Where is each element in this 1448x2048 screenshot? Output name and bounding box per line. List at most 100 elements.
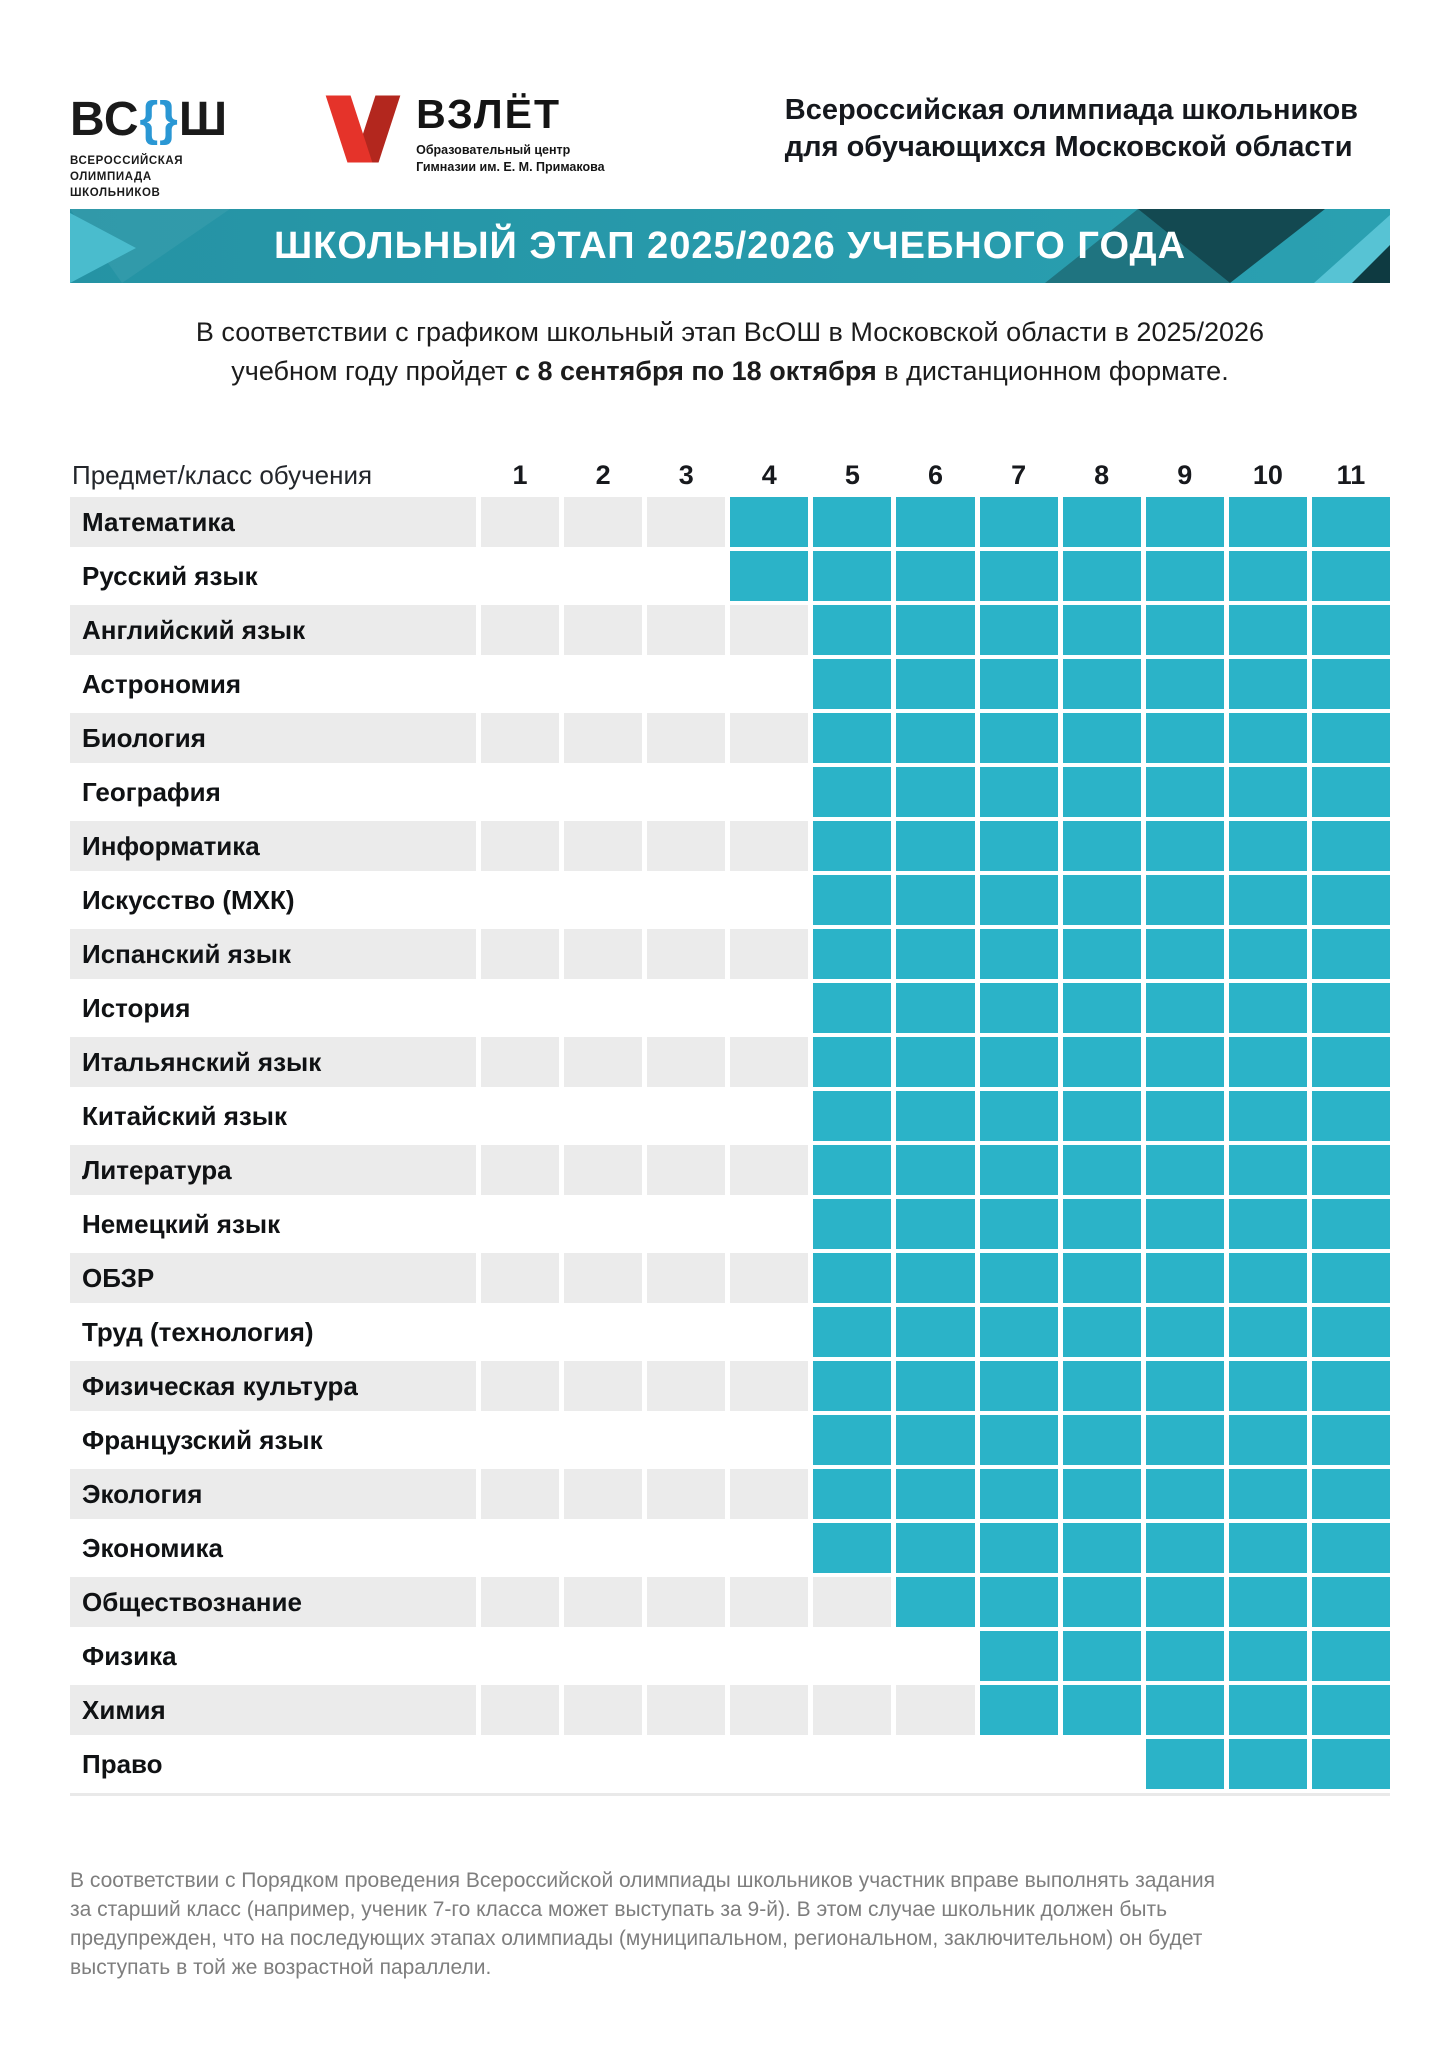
footnote-paragraph: В соответствии с Порядком проведения Все… bbox=[70, 1869, 1216, 1979]
intro-line-1: В соответствии с графиком школьный этап … bbox=[195, 317, 1265, 347]
table-row: Литература bbox=[70, 1145, 1390, 1195]
grade-cell-active bbox=[896, 1577, 975, 1627]
subject-label: Астрономия bbox=[82, 668, 242, 699]
grade-cell-empty bbox=[647, 1145, 726, 1195]
grade-cell-empty bbox=[730, 659, 808, 709]
grade-cell-active bbox=[1228, 551, 1307, 601]
grade-cell-empty bbox=[647, 1091, 725, 1141]
grade-cell-empty bbox=[647, 767, 725, 817]
subject-label: Труд (технология) bbox=[82, 1316, 314, 1347]
grade-cell-active bbox=[1145, 605, 1224, 655]
grade-cell-active bbox=[1311, 1523, 1390, 1573]
grade-cell-active bbox=[1145, 1523, 1224, 1573]
grade-cell-active bbox=[1228, 1631, 1307, 1681]
grade-cell-active bbox=[1311, 605, 1390, 655]
subject-label: Испанский язык bbox=[70, 929, 476, 979]
subject-label: Обществознание bbox=[70, 1577, 476, 1627]
grade-cell-active bbox=[730, 497, 809, 547]
grade-cell-active bbox=[896, 929, 975, 979]
stage-banner-title: ШКОЛЬНЫЙ ЭТАП 2025/2026 УЧЕБНОГО ГОДА bbox=[273, 224, 1187, 267]
grade-cell-active bbox=[979, 1577, 1058, 1627]
grade-cell-empty bbox=[730, 1523, 808, 1573]
grade-cell-active bbox=[1062, 659, 1141, 709]
table-row: Информатика bbox=[70, 821, 1390, 871]
grade-cell-empty bbox=[481, 1145, 560, 1195]
grade-cell-empty bbox=[481, 605, 560, 655]
grade-cell-empty bbox=[481, 1253, 560, 1303]
intro-paragraph: В соответствии с графиком школьный этап … bbox=[70, 313, 1390, 391]
grade-cell-empty bbox=[896, 1685, 975, 1735]
schedule-table: Предмет/класс обучения 1 2 3 4 5 6 7 8 9 10 11 Мат… bbox=[70, 453, 1390, 1796]
grade-cell-active bbox=[813, 1361, 892, 1411]
grade-cell-active bbox=[896, 605, 975, 655]
table-row: История bbox=[70, 983, 1390, 1033]
grade-cell-active bbox=[979, 1145, 1058, 1195]
grade-cell-active bbox=[1062, 1415, 1141, 1465]
table-row: Физическая культура bbox=[70, 1361, 1390, 1411]
grade-cell-active bbox=[813, 713, 892, 763]
table-row: Астрономия bbox=[70, 659, 1390, 709]
grade-cell-active bbox=[1311, 1577, 1390, 1627]
grade-cell-active bbox=[1228, 1145, 1307, 1195]
grade-cell-active bbox=[1311, 1685, 1390, 1735]
subject-label: Итальянский язык bbox=[70, 1037, 476, 1087]
table-row: Итальянский язык bbox=[70, 1037, 1390, 1087]
grade-cell-empty bbox=[896, 1739, 974, 1789]
grade-cell-active bbox=[1062, 1523, 1141, 1573]
vzlet-logo-subtitle: Образовательный центр Гимназии им. Е. М.… bbox=[416, 143, 605, 174]
grade-cell-active bbox=[896, 551, 975, 601]
grade-cell-active bbox=[979, 1685, 1058, 1735]
grade-cell-active bbox=[1145, 1037, 1224, 1087]
grade-cell-active bbox=[1311, 1037, 1390, 1087]
grade-cell-active bbox=[1145, 1253, 1224, 1303]
grade-cell-active bbox=[979, 1361, 1058, 1411]
grade-cell-active bbox=[1311, 659, 1390, 709]
grade-cell-active bbox=[1311, 713, 1390, 763]
grade-cell-active bbox=[813, 1037, 892, 1087]
grade-cell-active bbox=[1062, 983, 1141, 1033]
grade-column-header: 9 bbox=[1177, 459, 1193, 490]
grade-cell-active bbox=[979, 605, 1058, 655]
grade-cell-active bbox=[896, 875, 975, 925]
grade-cell-empty bbox=[647, 1523, 725, 1573]
grade-cell-empty bbox=[481, 659, 559, 709]
subject-column-header: Предмет/класс обучения bbox=[72, 459, 373, 490]
subject-label: Право bbox=[82, 1748, 163, 1779]
grade-cell-empty bbox=[647, 1739, 725, 1789]
grade-cell-empty bbox=[1063, 1739, 1141, 1789]
grade-cell-active bbox=[979, 1253, 1058, 1303]
grade-cell-empty bbox=[730, 1415, 808, 1465]
grade-cell-empty bbox=[564, 605, 643, 655]
grade-cell-active bbox=[896, 1145, 975, 1195]
grade-cell-active bbox=[1228, 713, 1307, 763]
grade-cell-active bbox=[1311, 1631, 1390, 1681]
grade-cell-empty bbox=[647, 1361, 726, 1411]
grade-cell-active bbox=[813, 551, 892, 601]
grade-cell-active bbox=[1228, 983, 1307, 1033]
grade-cell-active bbox=[896, 1523, 975, 1573]
grade-cell-active bbox=[896, 983, 975, 1033]
grade-cell-active bbox=[813, 605, 892, 655]
grade-cell-active bbox=[896, 659, 975, 709]
grade-cell-active bbox=[1228, 1091, 1307, 1141]
grade-cell-empty bbox=[564, 1145, 643, 1195]
grade-cell-empty bbox=[647, 1685, 726, 1735]
grade-cell-active bbox=[1062, 1091, 1141, 1141]
grade-cell-empty bbox=[730, 1469, 809, 1519]
grade-cell-empty bbox=[730, 1685, 809, 1735]
grade-cell-empty bbox=[481, 1361, 560, 1411]
grade-column-header: 11 bbox=[1336, 459, 1366, 490]
grade-cell-active bbox=[979, 767, 1058, 817]
table-row: Экономика bbox=[70, 1523, 1390, 1573]
grade-cell-empty bbox=[564, 1631, 642, 1681]
grade-cell-active bbox=[1145, 1577, 1224, 1627]
grade-cell-active bbox=[1228, 1469, 1307, 1519]
grade-cell-empty bbox=[481, 1739, 559, 1789]
grade-cell-active bbox=[1228, 1253, 1307, 1303]
grade-cell-active bbox=[813, 875, 892, 925]
grade-cell-active bbox=[1145, 983, 1224, 1033]
grade-cell-active bbox=[896, 1253, 975, 1303]
grade-cell-empty bbox=[730, 1037, 809, 1087]
grade-cell-active bbox=[813, 1145, 892, 1195]
grade-cell-active bbox=[813, 659, 892, 709]
